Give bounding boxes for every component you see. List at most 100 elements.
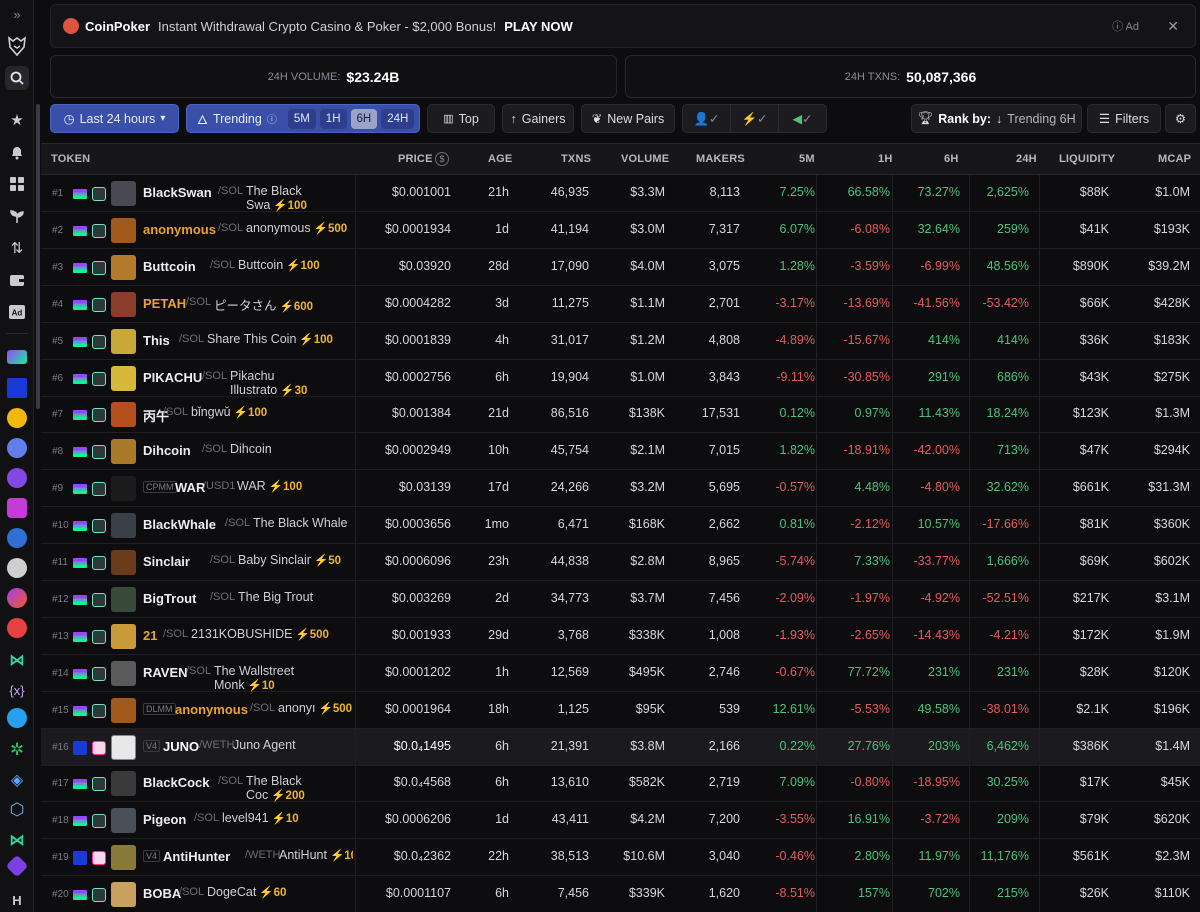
search-icon[interactable] xyxy=(5,66,29,90)
boost-badge[interactable]: ⚡10 xyxy=(247,679,275,692)
table-row[interactable]: #7 丙午/SOL bǐngwǔ ⚡100 $0.001384 21d 86,516 $138… xyxy=(41,396,1200,434)
boost-badge[interactable]: ⚡100 xyxy=(299,333,333,346)
token-avatar[interactable] xyxy=(111,181,136,206)
ethereum-chain-icon[interactable] xyxy=(7,438,27,458)
base-chain-icon[interactable] xyxy=(7,378,27,398)
top-button[interactable]: ▥ Top xyxy=(427,104,495,133)
token-avatar[interactable] xyxy=(111,439,136,465)
boost-badge[interactable]: ⚡60 xyxy=(259,887,287,900)
token-avatar[interactable] xyxy=(111,734,136,760)
boost-badge[interactable]: ⚡30 xyxy=(280,384,308,397)
table-row[interactable]: #5 This/SOL Share This Coin ⚡100 $0.0001839 4… xyxy=(41,322,1200,360)
token-symbol[interactable]: 21 xyxy=(143,627,158,643)
token-symbol[interactable]: anonymous xyxy=(175,701,248,717)
sidebar-scrollbar[interactable] xyxy=(36,104,40,409)
boost-filter-icon[interactable]: ⚡✓ xyxy=(741,111,768,126)
token-symbol[interactable]: PETAH xyxy=(143,295,187,311)
col-6h[interactable]: 6H xyxy=(944,153,959,165)
col-txns[interactable]: TXNS xyxy=(561,153,592,165)
col-24h[interactable]: 24H xyxy=(1016,153,1037,165)
token-symbol[interactable]: Sinclair xyxy=(143,554,190,569)
col-5m[interactable]: 5M xyxy=(799,153,815,165)
ad-cta-link[interactable]: PLAY NOW xyxy=(504,18,573,34)
token-avatar[interactable] xyxy=(111,365,136,391)
token-avatar[interactable] xyxy=(111,771,136,797)
token-symbol[interactable]: BigTrout xyxy=(143,590,197,606)
token-symbol[interactable]: WAR xyxy=(175,480,206,496)
arbitrum-chain-icon[interactable] xyxy=(7,708,27,728)
gainers-button[interactable]: ↑ Gainers xyxy=(502,104,574,133)
table-row[interactable]: #2 anonymous/SOL anonymous ⚡500 $0.0001934 1d… xyxy=(41,211,1200,249)
token-avatar[interactable] xyxy=(111,402,136,428)
boost-badge[interactable]: ⚡500 xyxy=(313,222,348,235)
token-symbol[interactable]: 丙午 xyxy=(143,409,170,425)
token-symbol[interactable]: RAVEN xyxy=(143,664,188,680)
logo-icon[interactable] xyxy=(5,34,29,58)
table-row[interactable]: #20 BOBA/SOL DogeCat ⚡60 $0.0001107 6h 7,456 $3… xyxy=(41,876,1200,912)
col-age[interactable]: AGE xyxy=(488,153,513,165)
user-filter-icon[interactable]: 👤✓ xyxy=(693,111,720,126)
table-row[interactable]: #18 Pigeon/SOL level941 ⚡10 $0.0006206 1d 43,4… xyxy=(41,802,1200,840)
chain-icon-15[interactable]: ◈ xyxy=(10,772,24,789)
token-avatar[interactable] xyxy=(111,845,136,871)
swap-icon[interactable]: ⇅ xyxy=(10,240,24,257)
col-volume[interactable]: VOLUME xyxy=(621,153,670,165)
chain-icon-17[interactable]: ⋈ xyxy=(9,832,25,849)
token-symbol[interactable]: Pigeon xyxy=(143,812,187,828)
expand-sidebar-icon[interactable]: » xyxy=(13,6,21,22)
table-row[interactable]: #8 Dihcoin/SOL Dihcoin $0.0002949 10h 45,754 $… xyxy=(41,433,1200,471)
token-avatar[interactable] xyxy=(111,217,136,243)
boost-badge[interactable]: ⚡200 xyxy=(271,790,305,803)
rank-by-dropdown[interactable]: 🏆︎ Rank by: ↓ Trending 6H xyxy=(911,104,1082,133)
token-symbol[interactable]: AntiHunter xyxy=(163,849,231,865)
boost-badge[interactable]: ⚡500 xyxy=(295,628,329,641)
sprout-icon[interactable] xyxy=(5,204,29,228)
table-row[interactable]: #11 Sinclair/SOL Baby Sinclair ⚡50 $0.000609… xyxy=(41,544,1200,581)
table-row[interactable]: #12 BigTrout/SOL The Big Trout $0.003269 2d 3… xyxy=(41,580,1200,618)
token-avatar[interactable] xyxy=(111,586,136,612)
polygon-chain-icon[interactable] xyxy=(7,468,27,488)
table-row[interactable]: #10 BlackWhale/SOL The Black Whale $0.00036… xyxy=(41,507,1200,545)
chip-6h[interactable]: 6H xyxy=(350,108,378,129)
chain-icon-14[interactable]: ✲ xyxy=(9,740,25,759)
dashboard-icon[interactable] xyxy=(5,172,29,196)
col-token[interactable]: TOKEN xyxy=(51,153,91,165)
monad-chain-icon[interactable] xyxy=(7,558,27,578)
chain-icon-12[interactable]: {x} xyxy=(9,682,25,698)
token-symbol[interactable]: PIKACHU xyxy=(143,369,203,385)
avalanche-chain-icon[interactable] xyxy=(7,618,27,638)
token-symbol[interactable]: This xyxy=(143,332,170,348)
boost-badge[interactable]: ⚡10 xyxy=(271,813,299,826)
table-row[interactable]: #1 BlackSwan/SOL The Black Swa ⚡100 $0.00100… xyxy=(41,175,1200,212)
boost-badge[interactable]: ⚡50 xyxy=(313,555,342,567)
boost-badge[interactable]: ⚡100 xyxy=(268,481,303,494)
col-liquidity[interactable]: LIQUIDITY xyxy=(1059,153,1116,165)
chip-5m[interactable]: 5M xyxy=(287,108,316,129)
chip-24h[interactable]: 24H xyxy=(381,108,415,129)
token-symbol[interactable]: JUNO xyxy=(163,738,200,754)
col-mcap[interactable]: MCAP xyxy=(1158,153,1192,165)
currency-toggle-icon[interactable]: $ xyxy=(435,152,449,166)
token-avatar[interactable] xyxy=(111,513,136,539)
star-icon[interactable]: ★ xyxy=(10,112,24,129)
col-price[interactable]: PRICE xyxy=(398,153,433,165)
col-1h[interactable]: 1H xyxy=(878,153,893,165)
chip-1h[interactable]: 1H xyxy=(319,108,347,129)
token-symbol[interactable]: BlackWhale xyxy=(143,517,216,533)
chain-icon-18[interactable] xyxy=(5,854,29,878)
boost-badge[interactable]: ⚡100 xyxy=(329,850,353,863)
boost-badge[interactable]: ⚡100 xyxy=(273,200,307,212)
table-row[interactable]: #14 RAVEN/SOL The Wallstreet Monk ⚡10 $0.000… xyxy=(41,654,1200,692)
boost-badge[interactable]: ⚡500 xyxy=(318,702,353,715)
close-icon[interactable]: ✕ xyxy=(1167,17,1179,34)
chain-icon-6[interactable] xyxy=(7,498,27,518)
token-symbol[interactable]: anonymous xyxy=(143,221,216,237)
token-avatar[interactable] xyxy=(111,291,136,317)
filters-button[interactable]: ☰ Filters xyxy=(1087,104,1161,133)
tron-chain-icon[interactable] xyxy=(7,528,27,548)
ad-icon[interactable]: Ad xyxy=(5,300,29,324)
table-row[interactable]: #3 Buttcoin/SOL Buttcoin ⚡100 $0.03920 28d 17,… xyxy=(41,248,1200,286)
table-row[interactable]: #4 PETAH/SOL ピータさん ⚡600 $0.0004282 3d 11,275 $1… xyxy=(41,285,1200,323)
table-row[interactable]: #16 V4 JUNO/WETH Juno Agent $0.0₄1495 6h 21,39… xyxy=(41,728,1200,766)
